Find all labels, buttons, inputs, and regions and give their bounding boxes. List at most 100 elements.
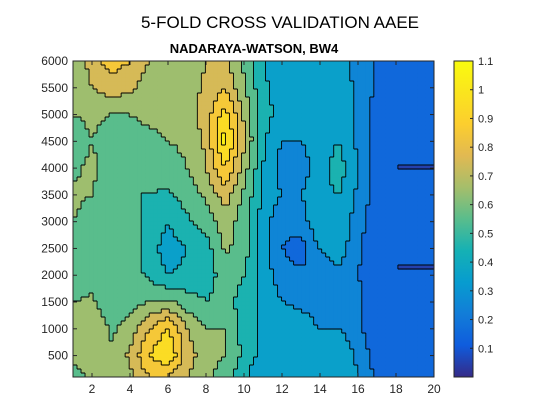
contour-cell xyxy=(401,369,407,374)
contour-cell xyxy=(421,325,427,330)
contour-cell xyxy=(405,181,411,186)
contour-cell xyxy=(421,245,427,250)
contour-cell xyxy=(333,361,339,366)
contour-cell xyxy=(157,361,162,366)
contour-cell xyxy=(393,313,399,318)
contour-cell xyxy=(261,197,267,202)
contour-cell xyxy=(237,361,243,366)
contour-cell xyxy=(77,173,82,178)
contour-cell xyxy=(145,357,150,362)
contour-cell xyxy=(253,217,259,222)
contour-cell xyxy=(205,293,210,298)
contour-cell xyxy=(221,321,227,326)
contour-cell xyxy=(189,261,194,266)
contour-cell xyxy=(101,257,106,262)
contour-cell xyxy=(109,221,114,226)
contour-cell xyxy=(425,309,431,314)
contour-cell xyxy=(349,269,355,274)
contour-cell xyxy=(253,349,259,354)
contour-cell xyxy=(173,361,178,366)
contour-cell xyxy=(161,193,166,198)
contour-cell xyxy=(321,189,327,194)
contour-cell xyxy=(325,161,331,166)
contour-cell xyxy=(273,189,279,194)
contour-cell xyxy=(77,349,82,354)
contour-cell xyxy=(361,369,367,374)
contour-cell xyxy=(377,189,383,194)
contour-cell xyxy=(145,309,150,314)
contour-cell xyxy=(277,245,283,250)
contour-cell xyxy=(389,225,395,230)
contour-cell xyxy=(313,197,319,202)
contour-cell xyxy=(425,193,431,198)
contour-cell xyxy=(249,345,255,350)
contour-cell xyxy=(181,213,186,218)
contour-cell xyxy=(121,233,126,238)
contour-cell xyxy=(269,353,275,358)
contour-cell xyxy=(329,241,335,246)
contour-cell xyxy=(261,301,267,306)
contour-cell xyxy=(421,361,427,366)
contour-cell xyxy=(225,281,231,286)
contour-cell xyxy=(269,213,275,218)
contour-cell xyxy=(285,157,291,162)
contour-cell xyxy=(377,289,383,294)
contour-cell xyxy=(393,209,399,214)
contour-cell xyxy=(385,217,391,222)
contour-cell xyxy=(197,289,202,294)
contour-cell xyxy=(401,169,407,174)
contour-cell xyxy=(325,309,331,314)
contour-cell xyxy=(353,301,359,306)
contour-cell xyxy=(217,261,223,266)
contour-cell xyxy=(293,201,299,206)
contour-cell xyxy=(313,245,319,250)
contour-cell xyxy=(237,337,243,342)
contour-cell xyxy=(81,317,86,322)
contour-cell xyxy=(221,249,227,254)
contour-cell xyxy=(177,241,182,246)
contour-cell xyxy=(117,181,122,186)
contour-cell xyxy=(133,333,138,338)
contour-cell xyxy=(381,341,387,346)
contour-cell xyxy=(101,209,106,214)
contour-cell xyxy=(185,325,190,330)
contour-cell xyxy=(289,329,295,334)
contour-cell xyxy=(89,293,94,298)
contour-cell xyxy=(373,173,379,178)
contour-cell xyxy=(165,245,170,250)
contour-cell xyxy=(173,217,178,222)
contour-cell xyxy=(321,217,327,222)
contour-cell xyxy=(273,257,279,262)
contour-cell xyxy=(349,165,355,170)
contour-cell xyxy=(257,273,263,278)
contour-cell xyxy=(97,193,102,198)
contour-cell xyxy=(237,281,243,286)
contour-cell xyxy=(417,269,423,274)
contour-cell xyxy=(153,257,158,262)
contour-cell xyxy=(409,177,415,182)
contour-cell xyxy=(237,277,243,282)
contour-cell xyxy=(137,233,142,238)
contour-cell xyxy=(289,309,295,314)
contour-cell xyxy=(325,257,331,262)
contour-cell xyxy=(373,369,379,374)
contour-cell xyxy=(305,225,311,230)
contour-cell xyxy=(273,197,279,202)
contour-cell xyxy=(281,373,287,377)
contour-cell xyxy=(185,261,190,266)
contour-cell xyxy=(413,237,419,242)
contour-cell xyxy=(109,297,114,302)
contour-cell xyxy=(217,177,223,182)
contour-cell xyxy=(405,353,411,358)
contour-cell xyxy=(173,233,178,238)
contour-cell xyxy=(129,313,134,318)
contour-cell xyxy=(273,357,279,362)
contour-cell xyxy=(149,309,154,314)
contour-cell xyxy=(365,233,371,238)
contour-cell xyxy=(181,357,186,362)
contour-cell xyxy=(221,213,227,218)
contour-cell xyxy=(317,321,323,326)
contour-cell xyxy=(361,285,367,290)
contour-cell xyxy=(141,181,146,186)
contour-cell xyxy=(81,301,86,306)
